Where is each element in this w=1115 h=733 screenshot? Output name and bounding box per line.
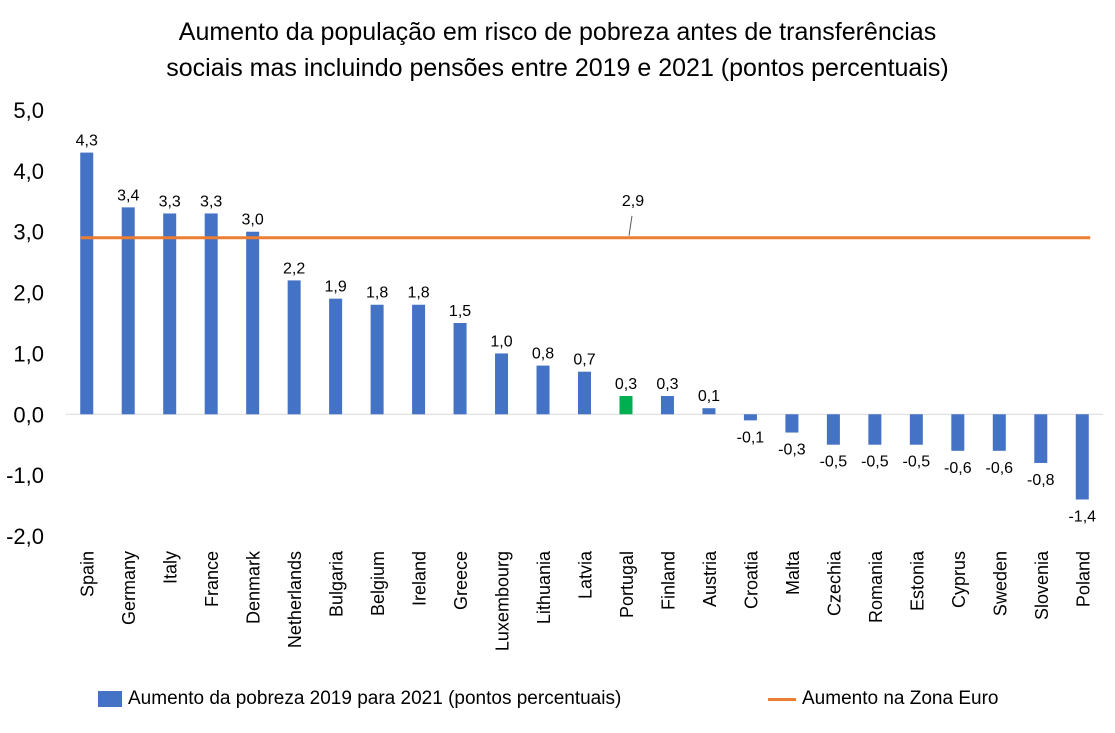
data-label: 0,1 bbox=[698, 388, 720, 405]
data-label: 4,3 bbox=[76, 133, 98, 150]
bar-malta bbox=[785, 414, 799, 433]
data-label: 1,8 bbox=[366, 285, 388, 302]
y-tick-label: 1,0 bbox=[13, 341, 44, 366]
data-label: -0,1 bbox=[737, 429, 765, 446]
bar-lithuania bbox=[536, 365, 550, 415]
legend-label-bars: Aumento da pobreza 2019 para 2021 (ponto… bbox=[128, 688, 622, 709]
data-label: 0,3 bbox=[615, 376, 637, 393]
bar-denmark bbox=[246, 231, 260, 415]
legend-swatch-line bbox=[768, 697, 796, 701]
bar-germany bbox=[121, 207, 135, 415]
legend-label-line: Aumento na Zona Euro bbox=[802, 688, 999, 709]
data-label: 3,3 bbox=[200, 193, 222, 210]
bar-belgium bbox=[370, 304, 384, 415]
legend-item-bars: Aumento da pobreza 2019 para 2021 (ponto… bbox=[98, 688, 621, 710]
category-label: Estonia bbox=[907, 550, 927, 611]
bar-romania bbox=[868, 414, 882, 445]
bar-france bbox=[204, 213, 218, 415]
y-tick-label: 3,0 bbox=[13, 220, 44, 245]
bar-croatia bbox=[743, 414, 757, 421]
euro-zone-leader-line bbox=[628, 215, 633, 236]
bar-ireland bbox=[412, 304, 426, 415]
bar-italy bbox=[163, 213, 177, 415]
data-label: 3,3 bbox=[159, 193, 181, 210]
category-label: Portugal bbox=[617, 551, 637, 618]
category-label: Croatia bbox=[741, 550, 761, 609]
y-tick-label: 4,0 bbox=[13, 159, 44, 184]
data-label: -0,5 bbox=[903, 454, 931, 471]
chart-title: Aumento da população em risco de pobreza… bbox=[0, 14, 1115, 86]
legend-item-line: Aumento na Zona Euro bbox=[768, 688, 998, 710]
category-label: France bbox=[202, 551, 222, 607]
bar-portugal bbox=[619, 396, 633, 415]
bar-slovenia bbox=[1034, 414, 1048, 463]
data-label: 0,3 bbox=[656, 376, 678, 393]
category-label: Lithuania bbox=[534, 550, 554, 624]
data-label: -0,8 bbox=[1027, 472, 1055, 489]
data-label: -0,6 bbox=[944, 460, 972, 477]
category-label: Czechia bbox=[824, 550, 844, 616]
y-tick-label: 5,0 bbox=[13, 98, 44, 123]
data-label: -0,5 bbox=[861, 454, 889, 471]
euro-zone-data-label: 2,9 bbox=[622, 193, 644, 210]
category-label: Slovenia bbox=[1032, 550, 1052, 620]
category-label: Malta bbox=[783, 550, 803, 595]
category-label: Austria bbox=[700, 550, 720, 607]
category-label: Sweden bbox=[990, 551, 1010, 616]
bar-poland bbox=[1075, 414, 1089, 500]
bar-latvia bbox=[578, 371, 591, 415]
category-label: Luxembourg bbox=[493, 551, 513, 651]
y-tick-label: -1,0 bbox=[6, 463, 44, 488]
category-label: Romania bbox=[866, 550, 886, 623]
category-label: Netherlands bbox=[285, 551, 305, 648]
bar-netherlands bbox=[287, 280, 301, 415]
data-label: -0,6 bbox=[986, 460, 1014, 477]
category-label: Denmark bbox=[244, 550, 264, 624]
category-label: Italy bbox=[161, 551, 181, 584]
category-label: Finland bbox=[658, 551, 678, 610]
bar-czechia bbox=[826, 414, 840, 445]
data-label: -0,5 bbox=[820, 454, 848, 471]
data-label: 1,0 bbox=[490, 333, 512, 350]
data-label: -1,4 bbox=[1068, 508, 1096, 525]
data-label: 1,8 bbox=[407, 285, 429, 302]
bar-austria bbox=[702, 408, 716, 415]
data-label: 1,5 bbox=[449, 303, 471, 320]
data-label: 0,7 bbox=[573, 352, 595, 369]
y-tick-label: -2,0 bbox=[6, 524, 44, 549]
chart-title-line-2: sociais mas incluindo pensões entre 2019… bbox=[166, 54, 949, 82]
bar-finland bbox=[660, 396, 674, 415]
category-label: Ireland bbox=[410, 551, 430, 606]
category-label: Greece bbox=[451, 551, 471, 610]
bar-luxembourg bbox=[495, 353, 509, 415]
bar-bulgaria bbox=[329, 298, 343, 415]
data-label: 1,9 bbox=[324, 279, 346, 296]
category-label: Germany bbox=[119, 551, 139, 625]
category-label: Belgium bbox=[368, 551, 388, 616]
bar-chart: 5,0 4,0 3,0 2,0 1,0 0,0 -1,0 -2,0 4,3 Spain 3,4 Ger… bbox=[6, 98, 1103, 651]
data-label: 0,8 bbox=[532, 346, 554, 363]
y-tick-label: 0,0 bbox=[13, 402, 44, 427]
category-label: Bulgaria bbox=[327, 550, 347, 617]
bar-cyprus bbox=[951, 414, 965, 451]
data-label: 3,0 bbox=[242, 212, 264, 229]
legend-swatch-bar bbox=[98, 691, 122, 707]
y-tick-label: 2,0 bbox=[13, 281, 44, 306]
bar-sweden bbox=[992, 414, 1006, 451]
category-label: Cyprus bbox=[949, 551, 969, 608]
bar-estonia bbox=[909, 414, 923, 445]
data-label: -0,3 bbox=[778, 442, 806, 459]
data-label: 2,2 bbox=[283, 260, 305, 277]
category-label: Latvia bbox=[576, 550, 596, 599]
data-label: 3,4 bbox=[117, 187, 139, 204]
category-label: Poland bbox=[1073, 551, 1093, 607]
category-label: Spain bbox=[78, 551, 98, 597]
bar-greece bbox=[453, 323, 467, 415]
bar-spain bbox=[80, 152, 94, 415]
chart-title-line-1: Aumento da população em risco de pobreza… bbox=[178, 18, 937, 46]
